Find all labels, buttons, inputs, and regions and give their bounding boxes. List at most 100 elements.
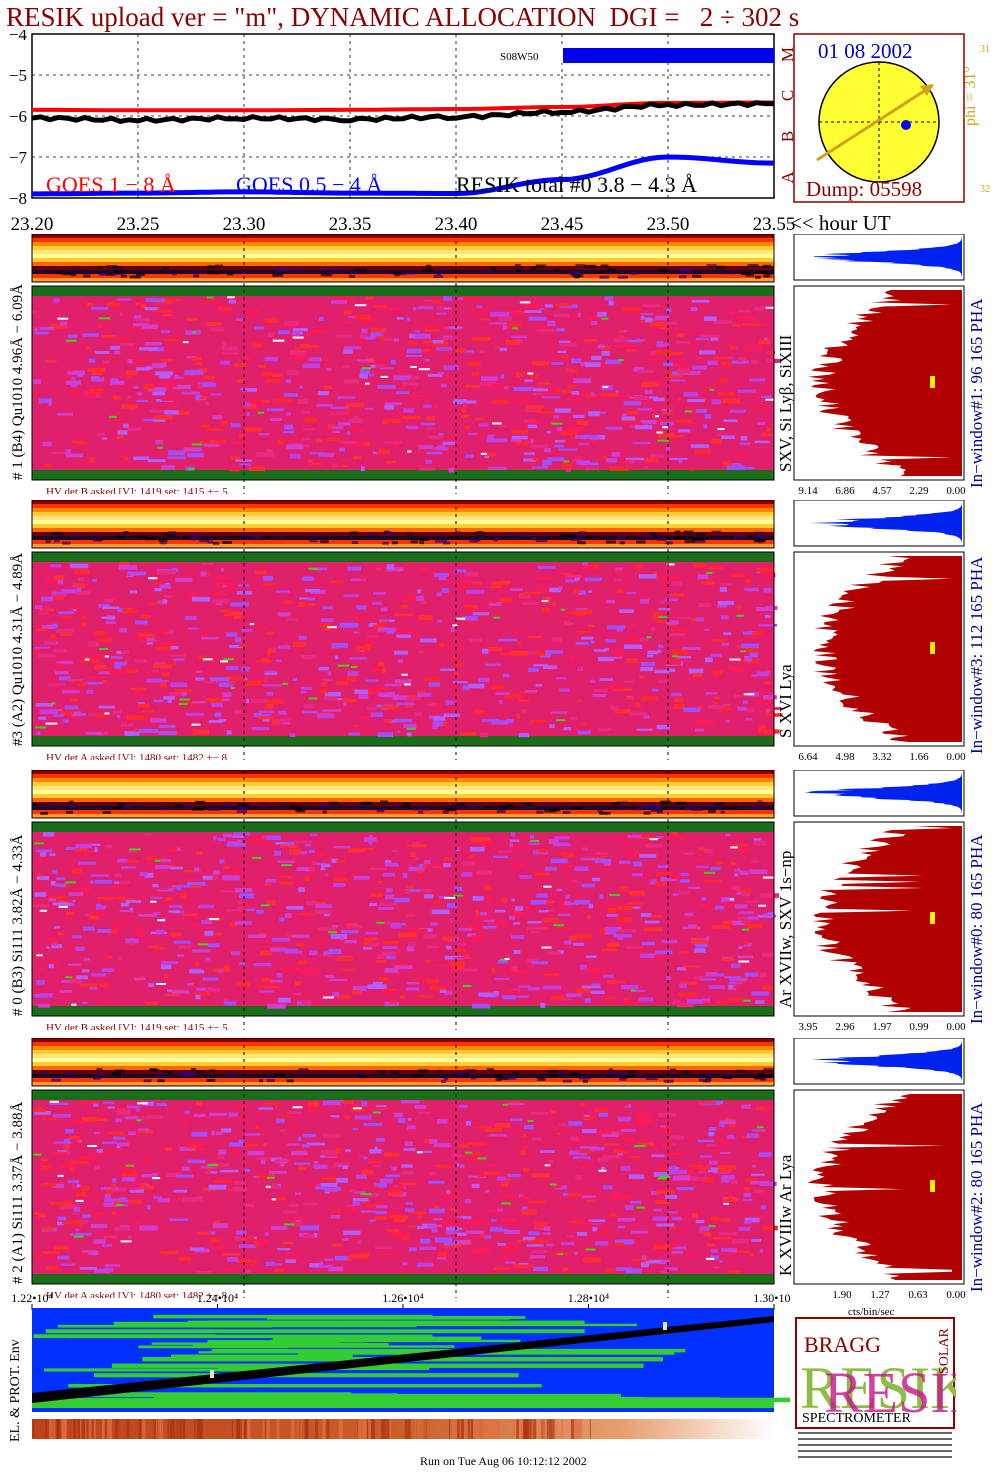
spectrogram-cell bbox=[151, 363, 164, 368]
spectrogram-cell bbox=[354, 689, 368, 695]
spectrogram-cell bbox=[567, 385, 576, 388]
spectrogram-cell bbox=[670, 692, 682, 697]
spectrogram-cell bbox=[434, 573, 449, 578]
heat-band-noise bbox=[206, 1079, 216, 1083]
spectrogram-cell bbox=[590, 990, 605, 994]
spectrogram-cell bbox=[284, 948, 298, 952]
heat-band-noise bbox=[573, 273, 578, 277]
spectrogram-cell bbox=[403, 1148, 416, 1151]
spectrogram-highlight bbox=[206, 296, 214, 299]
spectrogram-cell bbox=[280, 875, 292, 878]
spectrogram-cell bbox=[90, 874, 109, 877]
spectrogram-cell bbox=[585, 362, 601, 368]
spectrogram-cell bbox=[543, 1226, 551, 1231]
environment-marker-1 bbox=[210, 1370, 214, 1378]
sat-label-bg bbox=[528, 48, 563, 63]
spectrogram-cell bbox=[69, 1166, 74, 1171]
heat-stripe bbox=[72, 1419, 76, 1439]
spectrogram-cell bbox=[139, 871, 148, 877]
spectrogram-cell bbox=[356, 359, 374, 362]
spectrogram-cell bbox=[239, 893, 255, 899]
spectrogram-cell bbox=[107, 1106, 115, 1109]
spectrogram-cell bbox=[58, 676, 71, 681]
heat-band-noise bbox=[261, 806, 267, 810]
spectrogram-cell bbox=[91, 973, 107, 977]
spectrogram-cell bbox=[372, 1165, 382, 1168]
spectrogram-cell bbox=[257, 1180, 261, 1184]
spectrogram-cell bbox=[235, 317, 245, 321]
heat-band-noise bbox=[480, 270, 492, 274]
spectrogram-cell bbox=[678, 992, 696, 997]
spectrogram-cell bbox=[236, 378, 244, 383]
spectrogram-highlight bbox=[65, 976, 73, 979]
heat-band-noise bbox=[489, 266, 497, 270]
spectrogram-cell bbox=[50, 880, 56, 886]
spectrogram-highlight bbox=[634, 1145, 646, 1148]
spectrogram-cell bbox=[573, 589, 581, 594]
spectrogram-cell bbox=[556, 328, 565, 332]
heat-stripe bbox=[387, 1419, 392, 1439]
spectrogram-highlight bbox=[39, 909, 47, 912]
spectrogram-cell bbox=[357, 320, 373, 323]
spectrogram-cell bbox=[320, 1182, 338, 1188]
spectrogram-cell bbox=[146, 642, 153, 645]
spectrogram-cell bbox=[543, 665, 558, 669]
spectrogram-cell bbox=[307, 1106, 318, 1112]
spectrogram-cell bbox=[479, 732, 489, 738]
spectrogram-cell bbox=[55, 881, 62, 885]
spectrogram-cell bbox=[224, 998, 229, 1001]
heat-band-row bbox=[32, 262, 774, 267]
spectrogram-cell bbox=[306, 1142, 325, 1146]
heat-stripe bbox=[53, 1419, 57, 1439]
spectrogram-cell bbox=[298, 1165, 307, 1171]
spectrogram-cell bbox=[701, 334, 720, 339]
spectrogram-cell bbox=[624, 1138, 635, 1143]
spectrogram-cell bbox=[711, 1249, 718, 1253]
spectrogram-cell bbox=[316, 862, 325, 866]
spectrogram-highlight bbox=[585, 1248, 596, 1251]
spectrogram-cell bbox=[598, 1112, 608, 1117]
spectrogram-cell bbox=[195, 992, 211, 996]
spectrogram-cell bbox=[445, 700, 455, 705]
heat-stripe bbox=[546, 1419, 549, 1439]
heat-band-noise bbox=[541, 803, 548, 807]
spectrogram-cell bbox=[741, 643, 759, 649]
scale-tick-label: 1.97 bbox=[872, 1021, 892, 1030]
spectrogram-cell bbox=[710, 337, 718, 341]
spectrogram-cell bbox=[536, 326, 548, 331]
spectrogram-cell bbox=[693, 672, 703, 678]
heat-band-noise bbox=[665, 541, 673, 545]
spectrogram-cell bbox=[588, 411, 600, 417]
spectrogram-cell bbox=[542, 1232, 552, 1235]
spectrogram-cell bbox=[296, 866, 309, 872]
spectrogram-cell bbox=[377, 627, 396, 632]
lightcurve-y-ticks: −4−5−6−7−8 bbox=[9, 30, 28, 208]
spectrogram-cell bbox=[126, 370, 137, 376]
spectrogram-cell bbox=[717, 392, 736, 396]
spectrogram-cell bbox=[657, 1112, 676, 1118]
spectrogram-cell bbox=[561, 462, 573, 468]
spectrogram-cell bbox=[196, 1271, 212, 1274]
spectrogram-cell bbox=[745, 647, 758, 653]
heat-band-noise bbox=[402, 802, 411, 806]
spectrogram-cell bbox=[647, 650, 659, 655]
spectrogram-cell bbox=[375, 364, 384, 368]
spectrogram-cell bbox=[289, 849, 301, 854]
heat-band-noise bbox=[129, 275, 141, 279]
heat-band-noise bbox=[418, 807, 431, 811]
spectrogram-cell bbox=[620, 1128, 636, 1133]
spectrogram-cell bbox=[469, 846, 485, 852]
spectrogram-cell bbox=[535, 651, 546, 656]
spectrogram-cell bbox=[524, 690, 538, 693]
spectrogram-cell bbox=[134, 728, 139, 733]
spectrogram-cell bbox=[303, 1202, 320, 1206]
spectrogram-cell bbox=[710, 1216, 720, 1222]
spectrogram-cell bbox=[433, 863, 447, 868]
heat-band-noise bbox=[417, 1069, 428, 1073]
spectrogram-cell bbox=[352, 455, 361, 460]
heat-band-noise bbox=[163, 532, 176, 536]
spectrogram-cell bbox=[656, 343, 670, 347]
spectrogram-cell bbox=[667, 434, 684, 438]
spectrogram-highlight bbox=[179, 698, 190, 701]
heat-band-noise bbox=[557, 1071, 563, 1075]
